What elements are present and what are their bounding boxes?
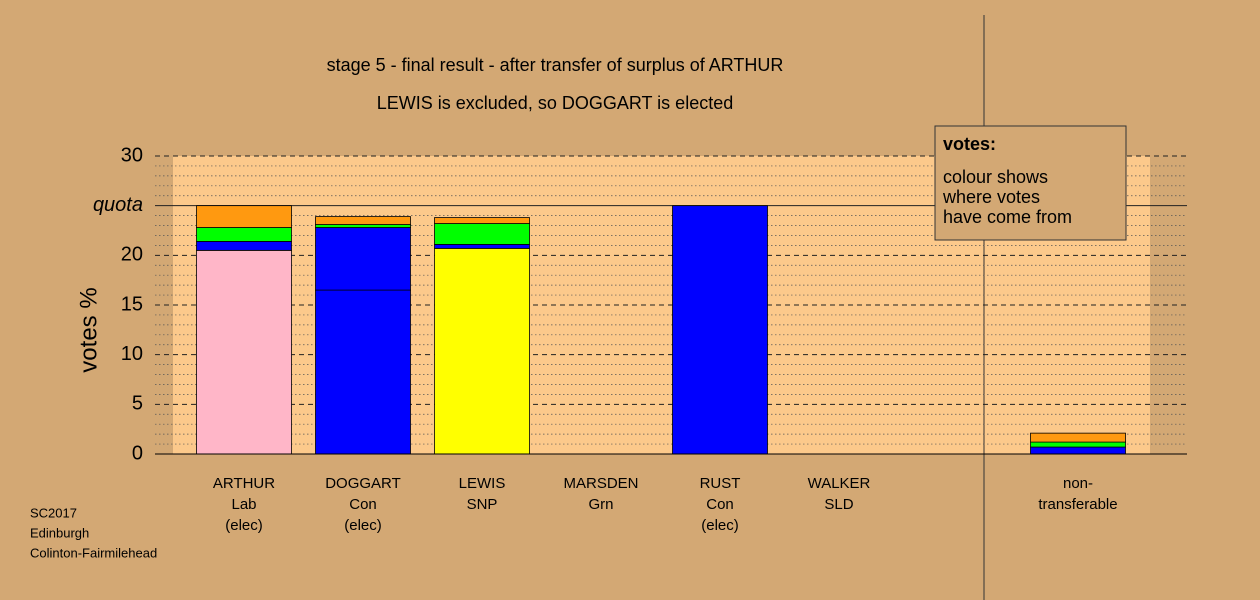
bar-segment <box>315 216 411 225</box>
bar-segment <box>315 289 411 455</box>
bar-segment <box>1030 446 1126 455</box>
bar-segment <box>1030 441 1126 448</box>
y-tick-label: 20 <box>121 244 143 266</box>
legend-line: where votes <box>942 187 1040 207</box>
legend-box <box>934 125 1127 241</box>
x-tick-label: SLD <box>824 496 853 513</box>
y-tick-label: 30 <box>121 144 143 166</box>
legend-title: votes: <box>943 134 996 154</box>
footer-line: Colinton-Fairmilehead <box>30 545 157 560</box>
y-tick-label: 15 <box>121 293 143 315</box>
legend-line: colour shows <box>943 167 1048 187</box>
x-tick-label: WALKER <box>808 475 871 492</box>
chart-subtitle: LEWIS is excluded, so DOGGART is elected <box>377 93 733 113</box>
x-tick-label: SNP <box>467 496 498 513</box>
y-tick-label: 0 <box>132 442 143 464</box>
legend-line: have come from <box>943 207 1072 227</box>
x-tick-label: Grn <box>588 496 613 513</box>
x-tick-label: transferable <box>1038 496 1117 513</box>
x-tick-label: Con <box>349 496 377 513</box>
x-tick-label: MARSDEN <box>563 475 638 492</box>
bars <box>196 205 1126 455</box>
y-tick-label: 5 <box>132 393 143 415</box>
x-tick-label: DOGGART <box>325 475 401 492</box>
labels: 0 5 10 15 20 quota 30 ARTHUR Lab (elec) DOGGART Con… <box>93 144 1118 534</box>
bar-segment <box>434 223 530 245</box>
x-tick-label: Lab <box>231 496 256 513</box>
y-tick-label: quota <box>93 194 143 216</box>
chart-title: stage 5 - final result - after transfer … <box>327 55 784 75</box>
bar-segment <box>315 224 411 228</box>
bar-segment <box>434 217 530 224</box>
x-tick-label: ARTHUR <box>213 475 275 492</box>
x-tick-label: (elec) <box>701 517 739 534</box>
footer-line: SC2017 <box>30 505 77 520</box>
bar-segment <box>196 241 292 251</box>
x-tick-label: RUST <box>700 475 741 492</box>
bar-segment <box>315 227 411 291</box>
y-axis-label: votes % <box>75 287 102 372</box>
bar-segment <box>196 249 292 455</box>
x-tick-label: (elec) <box>225 517 263 534</box>
y-tick-label: 10 <box>121 343 143 365</box>
bar-segment <box>434 247 530 455</box>
x-tick-label: non- <box>1063 475 1093 492</box>
footer-line: Edinburgh <box>30 525 89 540</box>
bar-segment <box>196 205 292 228</box>
bar-segment <box>434 244 530 249</box>
bar-segment <box>672 205 768 455</box>
bar-segment <box>1030 432 1126 443</box>
x-tick-label: LEWIS <box>459 475 506 492</box>
x-tick-label: Con <box>706 496 734 513</box>
x-tick-label: (elec) <box>344 517 382 534</box>
bar-segment <box>196 227 292 242</box>
